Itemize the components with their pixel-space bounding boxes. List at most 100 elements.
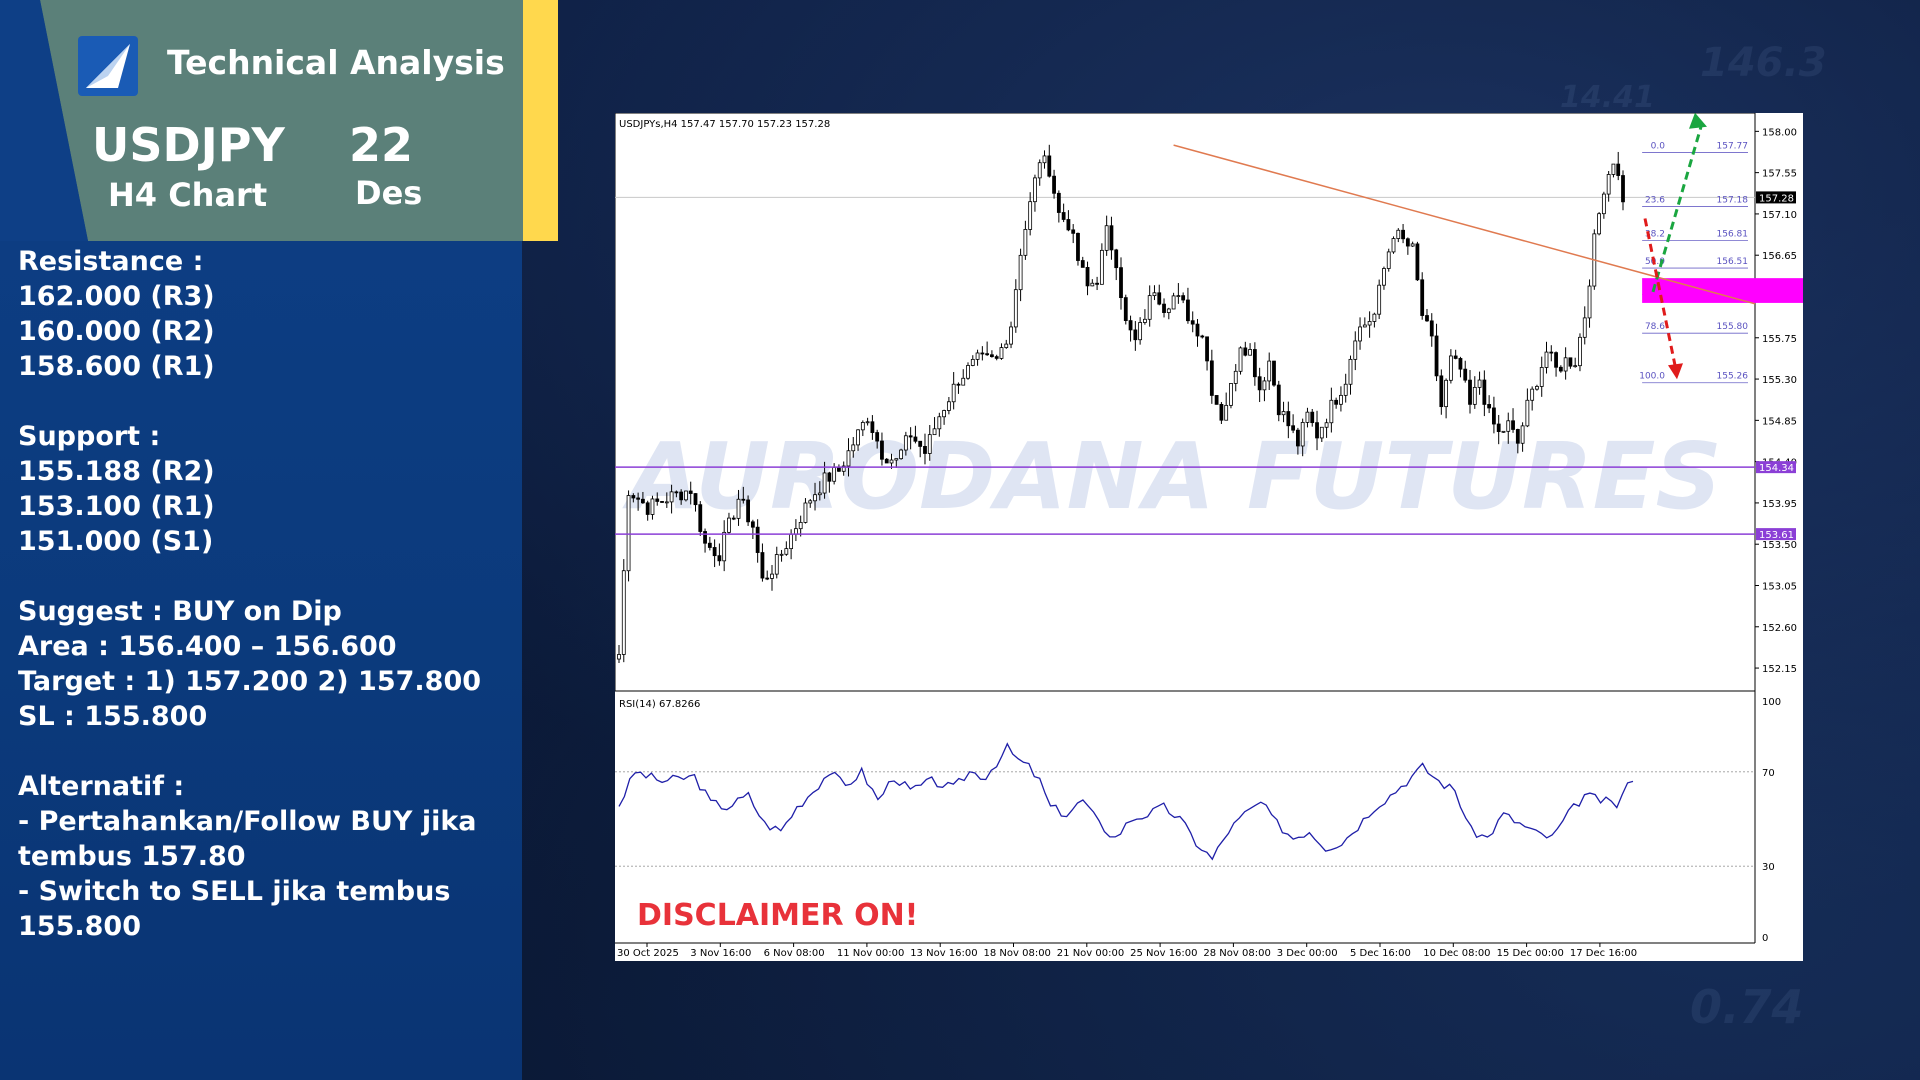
alt-title: Alternatif :	[18, 771, 185, 802]
candle	[1133, 329, 1138, 341]
candle	[1028, 201, 1033, 230]
candle	[1147, 295, 1152, 320]
time-tick-label: 5 Dec 16:00	[1350, 948, 1411, 959]
candle	[1166, 308, 1171, 313]
resistance-r3: 162.000 (R3)	[18, 281, 215, 312]
candle	[990, 354, 994, 358]
candle	[1138, 322, 1143, 341]
candle	[1334, 399, 1339, 405]
candle	[1143, 318, 1147, 323]
candle	[750, 521, 755, 528]
candle	[1391, 238, 1396, 253]
candle	[760, 552, 765, 579]
candle	[880, 440, 884, 460]
candle	[1597, 213, 1601, 235]
candle	[1071, 229, 1076, 234]
candle	[1386, 251, 1391, 269]
logo-icon	[78, 36, 138, 96]
candle	[1295, 429, 1300, 447]
rsi-tick-label: 30	[1762, 862, 1775, 873]
area-line: Area : 156.400 – 156.600	[18, 631, 397, 662]
candle	[1262, 380, 1267, 391]
candle	[884, 458, 889, 464]
candle	[1587, 285, 1592, 319]
candle	[865, 421, 870, 424]
candle	[875, 432, 880, 442]
candle	[913, 436, 918, 442]
candle	[1018, 254, 1023, 291]
candle	[985, 353, 990, 356]
candle	[621, 570, 626, 655]
resistance-r1: 158.600 (R1)	[18, 351, 215, 382]
candle	[966, 365, 970, 379]
candle	[1377, 284, 1382, 315]
candle	[1152, 292, 1157, 297]
candle	[1530, 388, 1535, 401]
candle	[1291, 425, 1296, 431]
resistance-title: Resistance :	[18, 246, 204, 277]
candle	[1348, 358, 1353, 385]
candle	[669, 491, 674, 503]
candle	[1382, 268, 1386, 286]
candle	[1501, 430, 1506, 433]
candle	[903, 435, 908, 451]
candle	[1033, 177, 1037, 203]
candle	[1061, 212, 1066, 220]
candle	[1324, 422, 1329, 428]
candle	[1176, 295, 1181, 298]
candle	[1477, 379, 1482, 388]
candle	[1463, 368, 1468, 381]
candle	[1444, 379, 1449, 408]
candle	[1319, 426, 1324, 439]
candle	[1563, 357, 1568, 372]
rsi-label: RSI(14) 67.8266	[619, 699, 700, 710]
candle	[1353, 340, 1358, 360]
fib-level-label: 100.0	[1639, 372, 1665, 382]
candle	[1085, 267, 1090, 287]
candle	[731, 517, 736, 520]
candle	[722, 531, 727, 562]
candle	[1425, 315, 1429, 322]
candle	[1305, 411, 1310, 423]
candle	[832, 467, 837, 482]
header-month: Des	[355, 174, 423, 212]
price-tick-label: 157.55	[1762, 169, 1797, 180]
candle	[1415, 243, 1420, 281]
candle	[1496, 423, 1501, 432]
candle	[784, 548, 789, 555]
candle	[765, 577, 770, 580]
candle	[956, 383, 961, 386]
candle	[1315, 422, 1319, 439]
candle	[660, 501, 664, 503]
candle	[727, 517, 731, 533]
candle	[679, 491, 684, 501]
candle	[951, 383, 956, 403]
candle	[741, 498, 746, 501]
candle	[1544, 351, 1549, 368]
current-price-tag	[1756, 191, 1796, 204]
sl-line: SL : 155.800	[18, 701, 208, 732]
alt-line-2: tembus 157.80	[18, 841, 246, 872]
sell-arrow	[1643, 218, 1677, 366]
candle	[770, 573, 774, 579]
candle	[1076, 232, 1080, 261]
header-symbol: USDJPY	[92, 118, 285, 172]
candle	[746, 499, 750, 523]
price-tick-label: 156.65	[1762, 251, 1797, 262]
candle	[1267, 360, 1272, 382]
price-tick-label: 153.05	[1762, 581, 1797, 592]
candle	[736, 498, 741, 519]
time-tick-label: 3 Nov 16:00	[690, 948, 751, 959]
candle	[1573, 365, 1578, 368]
time-tick-label: 3 Dec 00:00	[1277, 948, 1338, 959]
candle	[1004, 343, 1009, 348]
candle	[684, 490, 688, 501]
price-pane-frame	[615, 113, 1756, 692]
candle	[1448, 355, 1453, 381]
candle	[1195, 323, 1200, 337]
price-chart: AURODANA FUTURES 158.00 157.55 157.10 156.6…	[615, 113, 1803, 959]
price-tick-label: 155.30	[1762, 375, 1797, 386]
candle	[626, 495, 631, 572]
candle	[1515, 429, 1520, 444]
candle	[1511, 420, 1515, 430]
